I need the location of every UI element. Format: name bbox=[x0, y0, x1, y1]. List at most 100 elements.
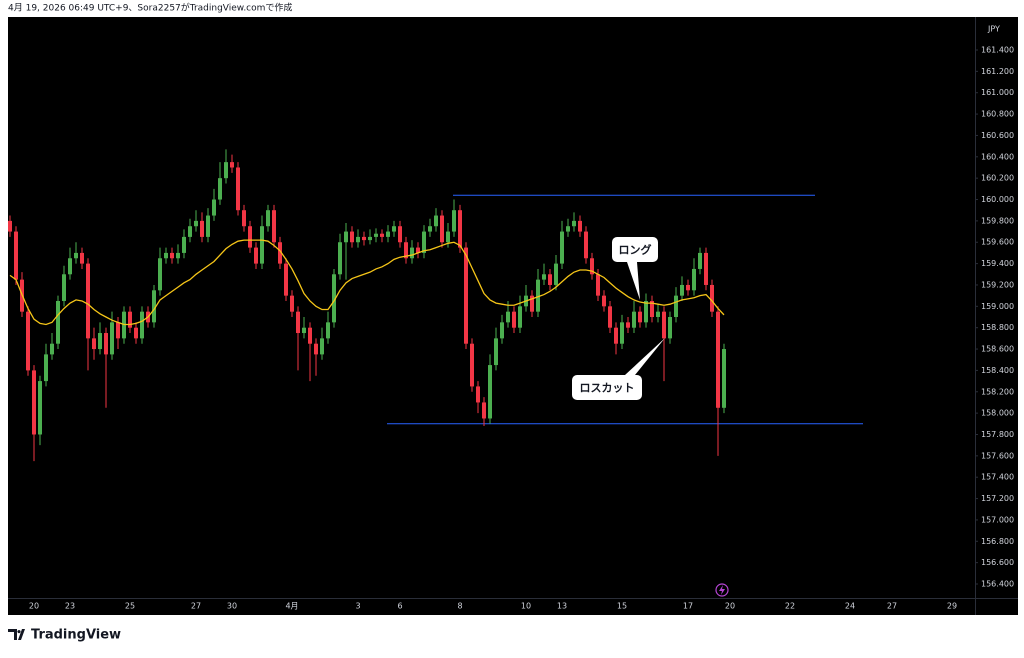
candle-body bbox=[458, 210, 462, 248]
candle-body bbox=[116, 322, 120, 339]
y-tick-label: 161.400 bbox=[981, 46, 1014, 55]
candle-body bbox=[716, 311, 720, 408]
x-tick-label: 29 bbox=[947, 602, 957, 611]
candle-body bbox=[494, 338, 498, 366]
candle-body bbox=[86, 263, 90, 339]
candle-body bbox=[578, 220, 582, 232]
candle-body bbox=[572, 220, 576, 227]
plot: 156.400 156.600 156.800 157.000 157.200 157.4… bbox=[8, 46, 1014, 611]
candle-body bbox=[176, 252, 180, 259]
callout-box bbox=[612, 237, 658, 262]
candle-body bbox=[392, 226, 396, 232]
candle-body bbox=[614, 327, 618, 344]
x-tick-label: 27 bbox=[887, 602, 897, 611]
y-tick-label: 157.400 bbox=[981, 473, 1014, 482]
candle-body bbox=[416, 247, 420, 253]
candle-body bbox=[242, 210, 246, 227]
x-tick-label: 4月 bbox=[285, 602, 298, 611]
candle-body bbox=[98, 333, 102, 350]
candle-body bbox=[500, 322, 504, 339]
candle-body bbox=[290, 295, 294, 312]
candle-body bbox=[398, 226, 402, 243]
candle-body bbox=[206, 215, 210, 237]
candle-body bbox=[80, 252, 84, 264]
candle-body bbox=[272, 210, 276, 243]
callout-text: ロスカット bbox=[580, 382, 635, 395]
candle-body bbox=[518, 306, 522, 328]
candle-body bbox=[668, 317, 672, 339]
y-tick-label: 157.200 bbox=[981, 494, 1014, 503]
x-tick-label: 10 bbox=[521, 602, 531, 611]
candle-body bbox=[650, 300, 654, 318]
candle-body bbox=[356, 236, 360, 243]
y-tick-label: 160.200 bbox=[981, 174, 1014, 183]
candle-body bbox=[224, 162, 228, 179]
y-tick-label: 160.600 bbox=[981, 131, 1014, 140]
candle-body bbox=[236, 167, 240, 211]
candle-body bbox=[170, 252, 174, 259]
candle-body bbox=[410, 247, 414, 259]
y-tick-label: 159.400 bbox=[981, 259, 1014, 268]
candle-body bbox=[506, 311, 510, 323]
y-tick-label: 158.200 bbox=[981, 387, 1014, 396]
x-tick-label: 20 bbox=[29, 602, 39, 611]
candle-body bbox=[692, 268, 696, 291]
y-tick-label: 160.800 bbox=[981, 110, 1014, 119]
candle-body bbox=[260, 226, 264, 264]
y-tick-label: 160.400 bbox=[981, 152, 1014, 161]
candle-body bbox=[626, 322, 630, 328]
candle-body bbox=[434, 215, 438, 227]
callout: ロスカット bbox=[572, 338, 665, 400]
x-tick-label: 27 bbox=[191, 602, 201, 611]
candle-body bbox=[158, 258, 162, 291]
candle-body bbox=[326, 322, 330, 339]
candle-body bbox=[302, 327, 306, 334]
candle-body bbox=[74, 252, 78, 259]
candle-body bbox=[440, 215, 444, 243]
callout-text: ロング bbox=[619, 243, 652, 257]
callout-pointer bbox=[625, 338, 665, 375]
x-tick-label: 23 bbox=[65, 602, 75, 611]
candle-body bbox=[452, 210, 456, 232]
candle-body bbox=[422, 231, 426, 253]
x-tick-label: 6 bbox=[397, 602, 402, 611]
y-tick-label: 156.800 bbox=[981, 537, 1014, 546]
candle-body bbox=[566, 226, 570, 232]
callout: ロング bbox=[612, 237, 658, 300]
candle-body bbox=[110, 322, 114, 355]
x-tick-label: 17 bbox=[683, 602, 693, 611]
x-tick-label: 20 bbox=[725, 602, 735, 611]
candle-body bbox=[320, 338, 324, 355]
candle-body bbox=[656, 311, 660, 318]
candle-body bbox=[140, 311, 144, 339]
candle-body bbox=[368, 236, 372, 241]
candle-body bbox=[482, 402, 486, 419]
candle-body bbox=[698, 252, 702, 269]
candle-body bbox=[404, 242, 408, 259]
callout-pointer bbox=[627, 262, 640, 300]
candle-body bbox=[8, 220, 12, 232]
candle-body bbox=[278, 242, 282, 264]
x-tick-label: 15 bbox=[617, 602, 627, 611]
candle-body bbox=[362, 236, 366, 241]
candle-body bbox=[296, 311, 300, 334]
tradingview-logo: TradingView bbox=[8, 628, 121, 643]
candle-body bbox=[128, 311, 132, 328]
candle-body bbox=[674, 295, 678, 318]
candle-body bbox=[542, 274, 546, 280]
y-tick-label: 157.000 bbox=[981, 515, 1014, 524]
x-tick-label: 3 bbox=[355, 602, 360, 611]
x-tick-label: 24 bbox=[845, 602, 855, 611]
candle-body bbox=[44, 354, 48, 382]
candle-body bbox=[14, 231, 18, 280]
event-icon[interactable] bbox=[715, 583, 729, 597]
candle-body bbox=[266, 210, 270, 227]
candle-body bbox=[152, 290, 156, 323]
candle-body bbox=[554, 263, 558, 285]
candle-body bbox=[164, 252, 168, 259]
y-tick-label: 156.400 bbox=[981, 580, 1014, 589]
x-tick-label: 30 bbox=[227, 602, 237, 611]
candle-body bbox=[314, 343, 318, 355]
candle-body bbox=[254, 247, 258, 264]
